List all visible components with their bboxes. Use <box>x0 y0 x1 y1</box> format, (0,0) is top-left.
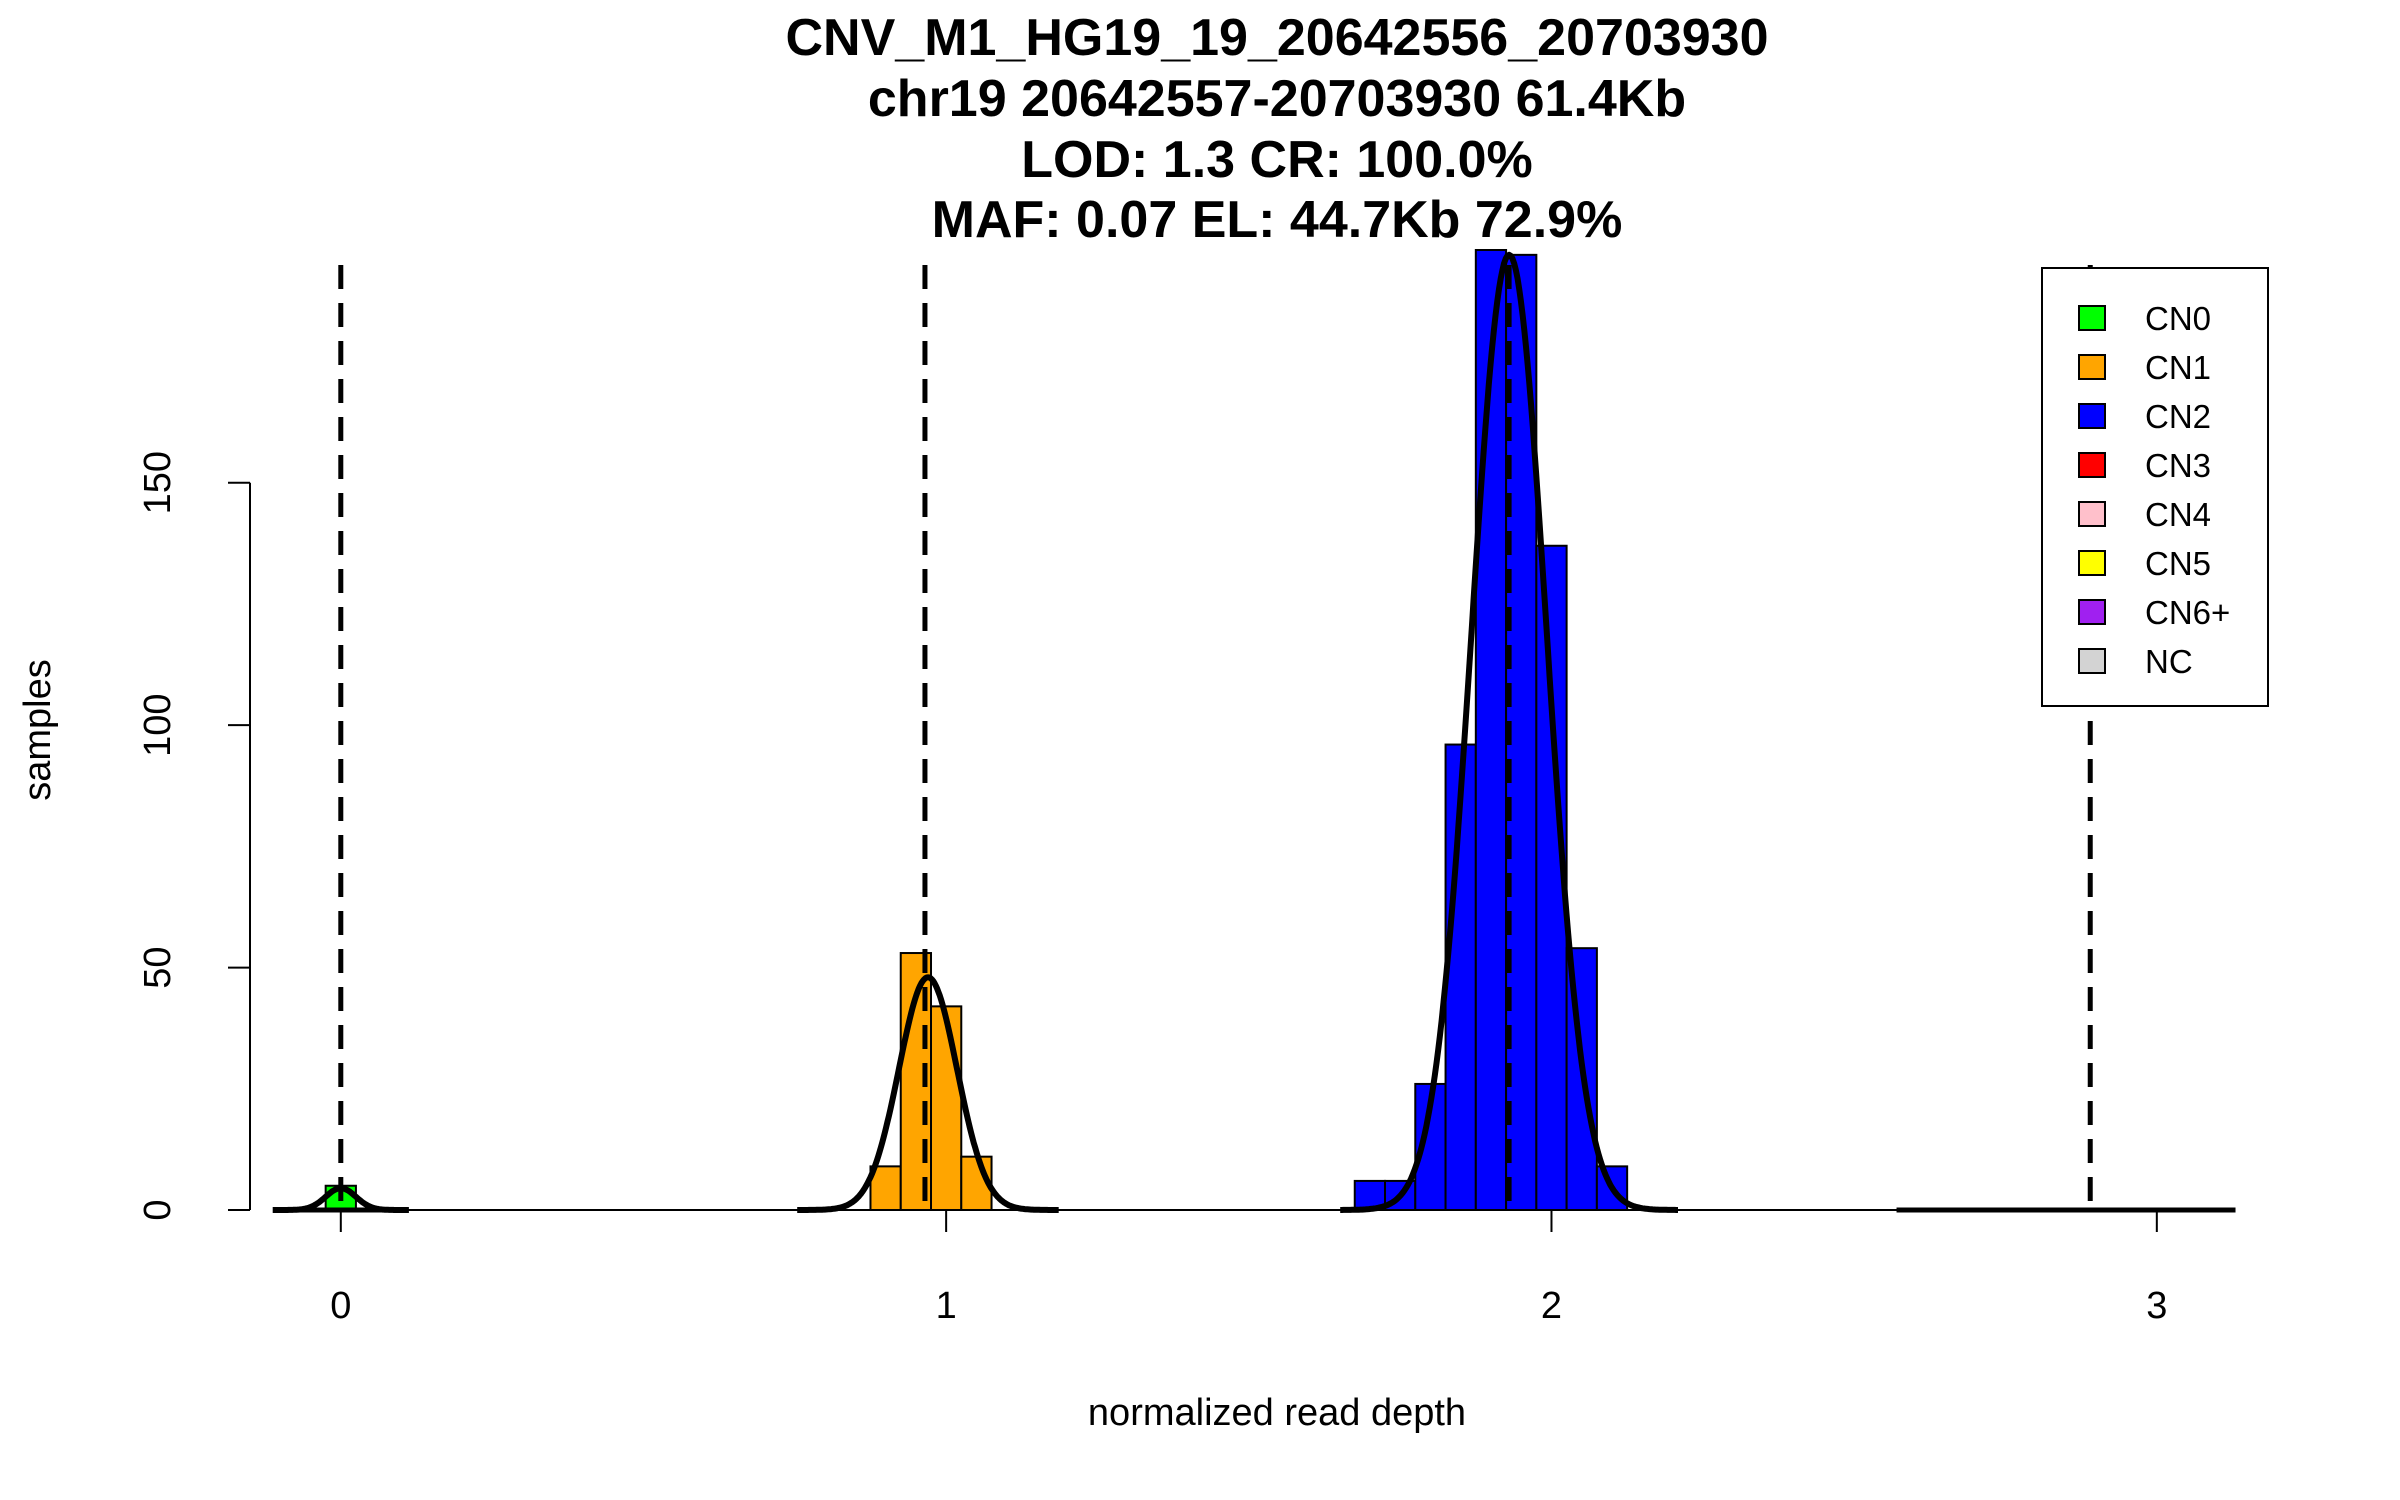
legend-swatch-nc <box>2078 648 2106 674</box>
x-tick-label-1: 1 <box>936 1285 957 1327</box>
legend-swatch-cn0 <box>2078 305 2106 331</box>
x-tick-label-3: 3 <box>2146 1285 2167 1327</box>
title-line-2: chr19 20642557-20703930 61.4Kb <box>868 70 1686 128</box>
legend-label-cn0: CN0 <box>2145 300 2211 337</box>
legend-label-cn2: CN2 <box>2145 398 2211 435</box>
x-axis-label: normalized read depth <box>1088 1392 1466 1434</box>
legend-label-nc: NC <box>2145 643 2193 680</box>
fit-curve-cn2 <box>1338 251 1680 1213</box>
title-line-4: MAF: 0.07 EL: 44.7Kb 72.9% <box>932 191 1623 249</box>
y-axis-label: samples <box>17 659 59 801</box>
axes: 0 1 2 3 0 50 100 150 normalized read depth sample… <box>17 451 2167 1434</box>
legend-label-cn3: CN3 <box>2145 447 2211 484</box>
x-tick-label-0: 0 <box>330 1285 351 1327</box>
legend-swatch-cn1 <box>2078 354 2106 380</box>
y-tick-label-0: 0 <box>137 1199 179 1220</box>
title-line-1: CNV_M1_HG19_19_20642556_20703930 <box>785 9 1768 67</box>
legend-box <box>2041 267 2269 707</box>
legend-label-cn4: CN4 <box>2145 496 2211 533</box>
x-tick-label-2: 2 <box>1541 1285 1562 1327</box>
legend-swatch-cn5 <box>2078 550 2106 576</box>
y-tick-label-100: 100 <box>137 693 179 756</box>
fit-curves <box>270 251 2236 1213</box>
title-line-3: LOD: 1.3 CR: 100.0% <box>1021 131 1533 189</box>
bar-cn1-2 <box>930 1005 963 1212</box>
fit-curve-cn1 <box>795 974 1061 1213</box>
legend: CN0 CN1 CN2 CN3 CN4 CN5 CN6+ NC <box>2041 267 2269 707</box>
legend-swatch-cn3 <box>2078 452 2106 478</box>
y-tick-label-50: 50 <box>137 946 179 988</box>
y-tick-label-150: 150 <box>137 451 179 514</box>
legend-label-cn6plus: CN6+ <box>2145 594 2230 631</box>
legend-label-cn1: CN1 <box>2145 349 2211 386</box>
legend-swatch-cn4 <box>2078 501 2106 527</box>
copy-number-lines <box>338 265 2093 1210</box>
legend-swatch-cn2 <box>2078 403 2106 429</box>
legend-swatch-cn6plus <box>2078 599 2106 625</box>
legend-label-cn5: CN5 <box>2145 545 2211 582</box>
histogram-bars <box>324 249 1629 1212</box>
